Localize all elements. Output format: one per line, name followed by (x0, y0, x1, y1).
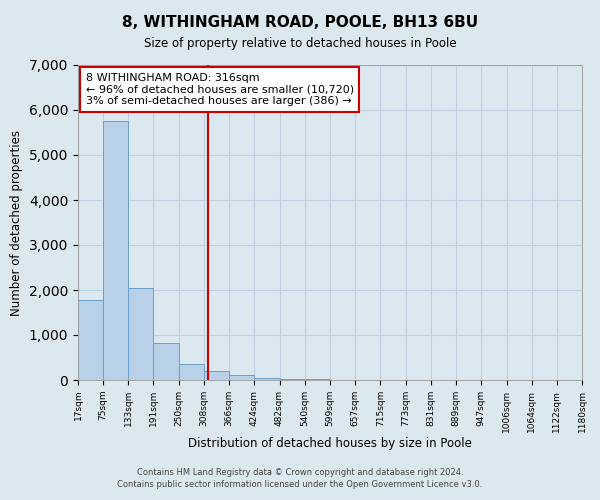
Bar (204, 371, 229, 380)
Text: 8 WITHINGHAM ROAD: 316sqm
← 96% of detached houses are smaller (10,720)
3% of se: 8 WITHINGHAM ROAD: 316sqm ← 96% of detac… (86, 73, 353, 106)
Bar (78, 300, 103, 380)
Bar (280, 378, 305, 380)
X-axis label: Distribution of detached houses by size in Poole: Distribution of detached houses by size … (188, 438, 472, 450)
Bar (103, 121, 128, 380)
Text: 8, WITHINGHAM ROAD, POOLE, BH13 6BU: 8, WITHINGHAM ROAD, POOLE, BH13 6BU (122, 15, 478, 30)
Bar (128, 288, 154, 380)
Bar (229, 375, 254, 380)
Bar (254, 378, 280, 380)
Y-axis label: Number of detached properties: Number of detached properties (10, 130, 23, 316)
Text: Size of property relative to detached houses in Poole: Size of property relative to detached ho… (143, 38, 457, 51)
Bar (154, 343, 179, 380)
Bar (179, 364, 204, 380)
Text: Contains HM Land Registry data © Crown copyright and database right 2024.
Contai: Contains HM Land Registry data © Crown c… (118, 468, 482, 489)
